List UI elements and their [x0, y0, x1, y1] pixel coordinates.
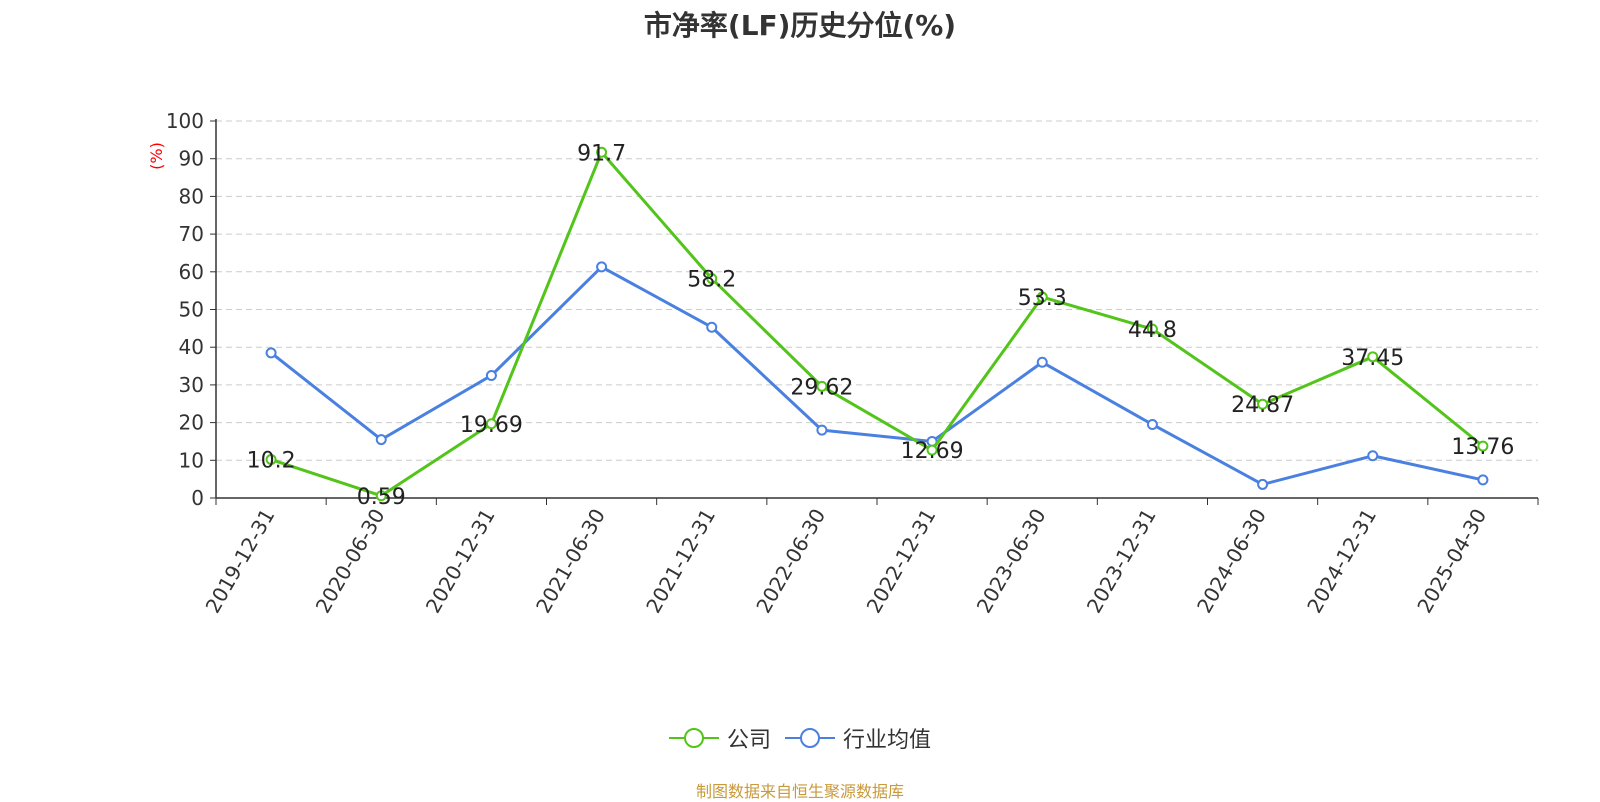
- data-point-industry: [816, 424, 828, 436]
- legend-industry-label: 行业均值: [843, 728, 932, 753]
- x-tick-label: 2024-06-30: [1192, 505, 1271, 618]
- data-point-company: [1146, 323, 1158, 335]
- legend-item-company[interactable]: 公司: [668, 722, 771, 754]
- data-label: 44.8: [1128, 318, 1177, 343]
- data-point-industry: [485, 369, 497, 381]
- data-point-industry: [706, 321, 718, 333]
- chart-title: 市净率(LF)历史分位(%): [643, 9, 957, 42]
- legend: 公司 行业均值: [0, 722, 1600, 754]
- data-label: 53.3: [1018, 286, 1067, 311]
- x-tick-label: 2025-04-30: [1412, 505, 1491, 618]
- data-point-company: [1367, 351, 1379, 363]
- data-point-industry: [596, 261, 608, 273]
- data-point-company: [1036, 291, 1048, 303]
- data-label: 29.62: [790, 375, 853, 400]
- data-point-industry: [1036, 356, 1048, 368]
- data-label: 37.45: [1341, 346, 1404, 371]
- x-tick-label: 2021-12-31: [641, 505, 720, 618]
- y-tick-label: 30: [179, 373, 204, 397]
- y-tick-label: 20: [179, 411, 204, 435]
- data-point-industry: [375, 434, 387, 446]
- y-tick-label: 0: [191, 486, 204, 510]
- x-tick-label: 2023-06-30: [972, 505, 1051, 618]
- y-tick-label: 60: [179, 260, 204, 284]
- data-label: 24.87: [1231, 393, 1294, 418]
- series-line-industry: [270, 265, 1484, 486]
- data-label: 58.2: [687, 268, 736, 293]
- data-point-company: [596, 146, 608, 158]
- y-tick-label: 40: [179, 335, 204, 359]
- y-tick-label: 70: [179, 222, 204, 246]
- x-tick-label: 2022-12-31: [862, 505, 941, 618]
- series-line-company: [270, 150, 1484, 498]
- data-point-company: [265, 454, 277, 466]
- x-tick-label: 2023-12-31: [1082, 505, 1161, 618]
- data-label: 12.69: [901, 439, 964, 464]
- data-point-company: [926, 444, 938, 456]
- data-point-industry: [1367, 450, 1379, 462]
- y-tick-label: 10: [179, 448, 204, 472]
- data-point-company: [816, 380, 828, 392]
- data-point-company: [1477, 440, 1489, 452]
- legend-company-marker-icon: [668, 728, 719, 748]
- data-label: 0.59: [357, 485, 406, 510]
- y-axis-label: (%): [147, 142, 166, 170]
- x-tick-label: 2021-06-30: [531, 505, 610, 618]
- data-label: 13.76: [1451, 435, 1514, 460]
- y-tick-label: 80: [179, 184, 204, 208]
- data-label: 19.69: [460, 413, 523, 438]
- y-tick-label: 90: [179, 147, 204, 171]
- data-point-company: [706, 273, 718, 285]
- legend-item-industry[interactable]: 行业均值: [785, 722, 931, 754]
- x-tick-label: 2024-12-31: [1302, 505, 1381, 618]
- legend-industry-marker-icon: [785, 728, 835, 748]
- x-tick-label: 2019-12-31: [201, 505, 280, 618]
- x-tick-label: 2020-06-30: [311, 505, 390, 618]
- data-point-industry: [1477, 474, 1489, 486]
- data-point-industry: [1257, 478, 1269, 490]
- y-tick-label: 50: [179, 298, 204, 322]
- data-label: 10.2: [247, 449, 296, 474]
- source-footer: 制图数据来自恒生聚源数据库: [695, 782, 904, 801]
- y-tick-label: 100: [166, 109, 204, 133]
- x-tick-label: 2020-12-31: [421, 505, 500, 618]
- data-point-industry: [265, 347, 277, 359]
- data-point-industry: [1146, 418, 1158, 430]
- data-label: 91.7: [577, 141, 626, 166]
- data-point-company: [1257, 398, 1269, 410]
- legend-company-label: 公司: [726, 728, 771, 753]
- x-tick-label: 2022-06-30: [751, 505, 830, 618]
- data-point-company: [485, 418, 497, 430]
- data-point-company: [375, 490, 387, 502]
- line-chart: 0 10 20 30 40 50 60 70 80 90 100(%) 2019-12-31 2020-…: [147, 109, 1539, 618]
